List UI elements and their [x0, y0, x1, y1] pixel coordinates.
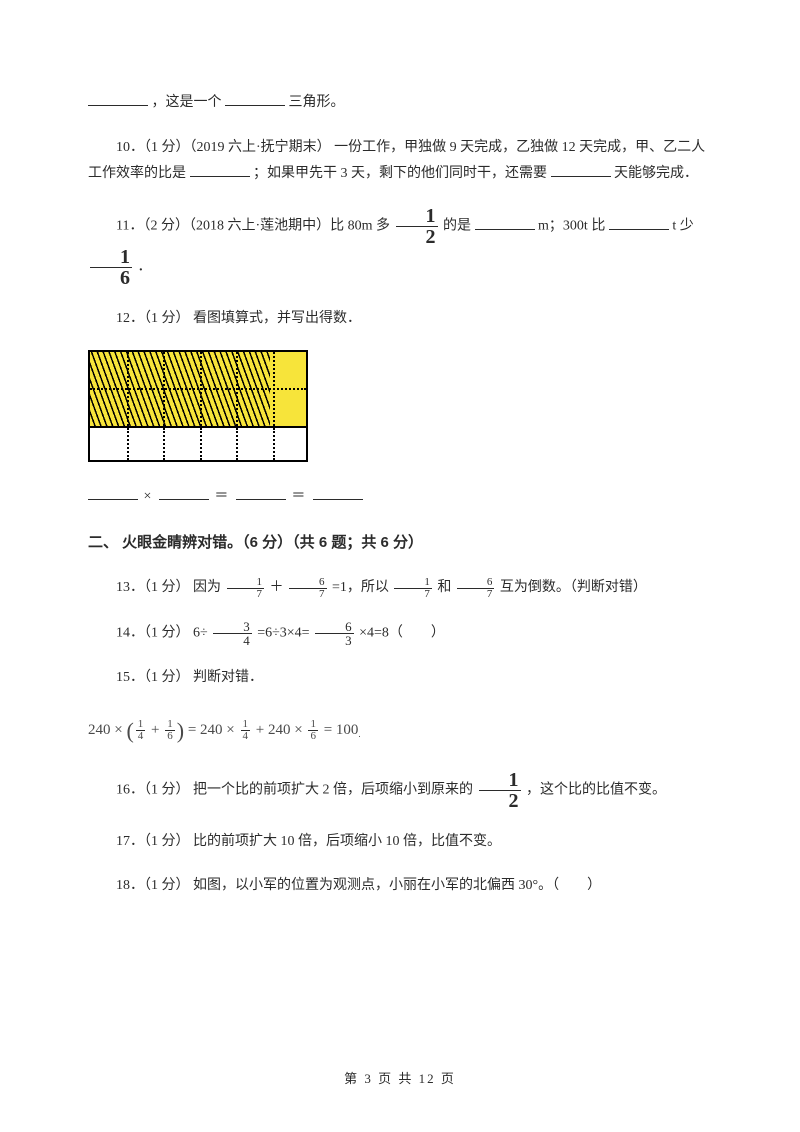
q18: 18．（1 分） 如图，以小军的位置为观测点，小丽在小军的北偏西 30°。（ ）: [88, 873, 712, 900]
q11-unit1: m；300t 比: [538, 219, 605, 234]
fraction-6-7: 67: [289, 577, 327, 600]
fraction-diagram: [88, 350, 308, 462]
q15-equation-image: 240 × (14 + 16) = 240 × 14 + 240 × 16 = …: [88, 710, 712, 752]
text: =1，所以: [332, 580, 392, 595]
fraction-1-4: 14: [241, 719, 251, 742]
q14: 14．（1 分） 6÷ 34 =6÷3×4= 63 ×4=8（ ）: [88, 620, 712, 647]
q10-suffix: 天能够完成．: [614, 166, 698, 181]
text: 14．（1 分） 6÷: [116, 626, 211, 641]
diagram-vline: [163, 428, 165, 460]
q13: 13．（1 分） 因为 17 ＋ 67 =1，所以 17 和 67 互为倒数。（…: [88, 575, 712, 602]
fraction-1-6: 16: [165, 719, 175, 742]
fraction-6-7: 67: [457, 577, 495, 600]
blank[interactable]: [225, 91, 285, 106]
text: 互为倒数。（判断对错）: [500, 580, 647, 595]
q11-mid1: 的是: [443, 219, 471, 234]
diagram-bottom: [90, 426, 306, 460]
blank[interactable]: [475, 214, 535, 229]
diagram-vline: [163, 352, 165, 426]
q11-tail: ．: [138, 260, 152, 275]
q11-unit2: t 少: [672, 219, 693, 234]
fraction-3-4: 34: [213, 620, 252, 647]
q10: 10．（1 分）（2019 六上·抚宁期末） 一份工作，甲独做 9 天完成，乙独…: [88, 135, 712, 188]
fraction-1-2: 12: [479, 770, 521, 811]
diagram-vline: [236, 428, 238, 460]
q12-equation: × ＝ ＝: [88, 484, 712, 511]
diagram-vline: [273, 352, 275, 426]
equals-sign: ＝: [214, 489, 230, 504]
diagram-vline: [127, 428, 129, 460]
diagram-vline: [273, 428, 275, 460]
text: ，这个比的比值不变。: [526, 782, 666, 797]
text: ×4=8（ ）: [359, 626, 445, 641]
plus-sign: ＋: [270, 580, 288, 595]
blank[interactable]: [236, 485, 286, 500]
text: 13．（1 分） 因为: [116, 580, 225, 595]
text: 和: [437, 580, 455, 595]
q12: 12．（1 分） 看图填算式，并写出得数．: [88, 306, 712, 333]
text: 16．（1 分） 把一个比的前项扩大 2 倍，后项缩小到原来的: [116, 782, 477, 797]
times-sign: ×: [144, 489, 154, 504]
q10-mid: ；如果甲先干 3 天，剩下的他们同时干，还需要: [253, 166, 547, 181]
blank[interactable]: [551, 162, 611, 177]
blank[interactable]: [88, 485, 138, 500]
fraction-1-2: 1 2: [396, 206, 438, 247]
section2-heading: 二、 火眼金睛辨对错。（6 分）（共 6 题；共 6 分）: [88, 529, 712, 558]
text: 三角形。: [289, 95, 345, 110]
q17: 17．（1 分） 比的前项扩大 10 倍，后项缩小 10 倍，比值不变。: [88, 829, 712, 856]
diagram-vline: [127, 352, 129, 426]
fraction-1-6: 16: [308, 719, 318, 742]
equals-sign: ＝: [291, 489, 307, 504]
q16: 16．（1 分） 把一个比的前项扩大 2 倍，后项缩小到原来的 12 ，这个比的…: [88, 770, 712, 811]
fraction-1-7: 17: [227, 577, 265, 600]
fraction-1-4: 14: [136, 719, 146, 742]
q12-text: 12．（1 分） 看图填算式，并写出得数．: [116, 311, 361, 326]
q9-tail: ，这是一个 三角形。: [88, 90, 712, 117]
blank[interactable]: [159, 485, 209, 500]
text: =6÷3×4=: [257, 626, 313, 641]
q15: 15．（1 分） 判断对错．: [88, 665, 712, 692]
blank[interactable]: [190, 162, 250, 177]
text: 15．（1 分） 判断对错．: [116, 670, 263, 685]
q11-prefix: 11．（2 分）（2018 六上·莲池期中）比 80m 多: [116, 219, 394, 234]
fraction-1-6: 1 6: [90, 247, 132, 288]
page-footer: 第 3 页 共 12 页: [0, 1067, 800, 1092]
diagram-vline: [200, 352, 202, 426]
text: 18．（1 分） 如图，以小军的位置为观测点，小丽在小军的北偏西 30°。（ ）: [116, 878, 601, 893]
blank[interactable]: [88, 91, 148, 106]
blank[interactable]: [609, 214, 669, 229]
diagram-vline: [236, 352, 238, 426]
fraction-1-7: 17: [394, 577, 432, 600]
fraction-6-3: 63: [315, 620, 354, 647]
text: 17．（1 分） 比的前项扩大 10 倍，后项缩小 10 倍，比值不变。: [116, 834, 501, 849]
blank[interactable]: [313, 485, 363, 500]
diagram-vline: [200, 428, 202, 460]
q11: 11．（2 分）（2018 六上·莲池期中）比 80m 多 1 2 的是 m；3…: [88, 206, 712, 288]
text: ，这是一个: [152, 95, 222, 110]
diagram-top: [90, 352, 306, 426]
